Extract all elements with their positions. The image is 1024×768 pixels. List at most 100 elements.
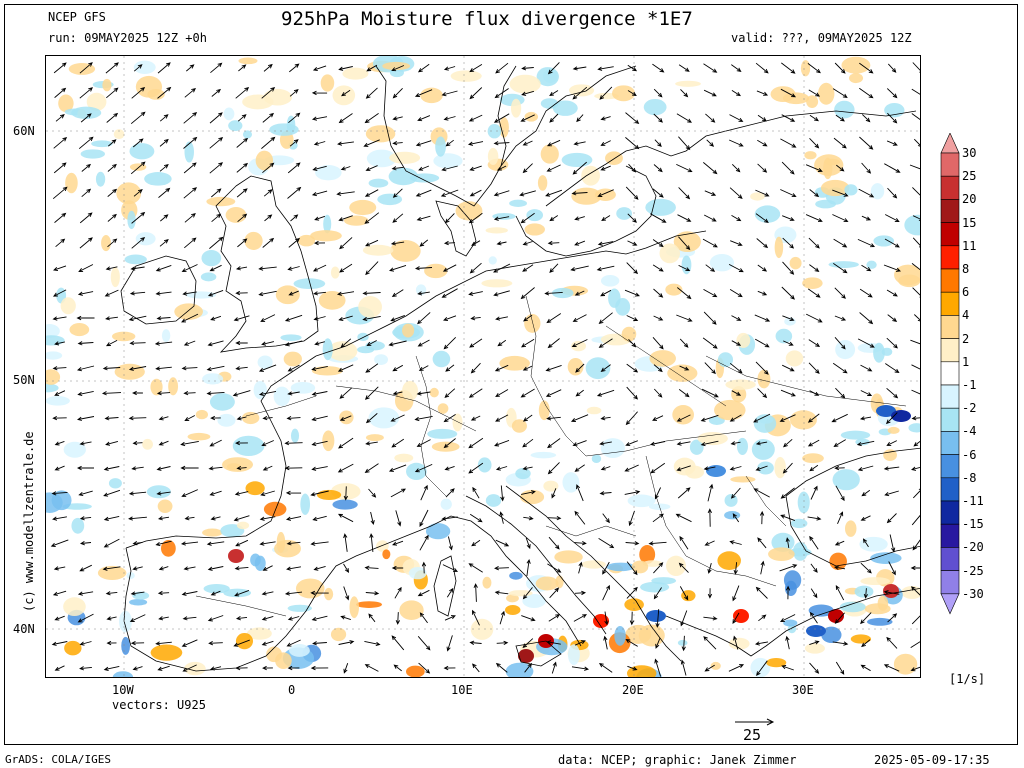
wind-vector — [760, 560, 765, 575]
wind-vector — [207, 289, 224, 297]
field-contour — [867, 617, 893, 626]
wind-vector — [261, 640, 274, 646]
wind-vector — [805, 164, 823, 172]
colorbar-swatch — [940, 500, 960, 525]
field-contour — [477, 457, 492, 473]
wind-vector — [628, 510, 635, 527]
wind-vector — [284, 465, 303, 471]
wind-vector — [158, 416, 169, 421]
wind-vector — [729, 466, 742, 471]
wind-vector — [311, 365, 328, 372]
wind-vector — [860, 515, 871, 521]
wind-vector — [159, 164, 169, 172]
field-contour — [144, 172, 172, 186]
field-contour — [236, 521, 250, 530]
wind-vector — [233, 639, 250, 647]
wind-vector — [106, 640, 117, 646]
wind-vector — [860, 612, 872, 625]
wind-vector — [499, 511, 504, 524]
field-contour — [581, 165, 601, 186]
wind-vector — [54, 212, 67, 223]
wind-vector — [343, 586, 350, 601]
wind-vector — [754, 338, 770, 348]
wind-vector — [286, 541, 301, 546]
wind-vector — [522, 365, 533, 371]
wind-vector — [391, 565, 404, 571]
field-contour — [866, 260, 877, 269]
wind-vector — [496, 640, 509, 645]
field-contour — [377, 193, 403, 206]
wind-vector — [132, 440, 143, 446]
field-contour — [850, 634, 872, 644]
field-contour — [552, 100, 578, 116]
wind-vector — [55, 114, 65, 122]
wind-vector — [575, 389, 584, 397]
wind-vector — [444, 213, 455, 224]
field-contour — [433, 153, 463, 169]
wind-vector — [493, 290, 510, 297]
wind-vector — [599, 441, 612, 446]
wind-vector — [104, 289, 119, 297]
wind-vector — [311, 466, 328, 471]
field-contour — [113, 129, 125, 140]
field-contour — [709, 253, 735, 272]
wind-vector — [730, 441, 741, 446]
field-contour — [870, 552, 902, 564]
wind-vector — [785, 635, 790, 650]
wind-vector — [499, 610, 505, 625]
colorbar-level-label: -8 — [962, 470, 977, 485]
wind-vector — [754, 314, 771, 322]
wind-vector — [625, 541, 640, 546]
wind-vector — [105, 440, 119, 446]
wind-vector — [368, 613, 376, 623]
wind-vector — [395, 612, 400, 625]
wind-vector — [128, 491, 147, 496]
wind-vector — [392, 213, 404, 223]
wind-vector — [912, 237, 920, 248]
wind-vector — [834, 540, 845, 546]
wind-vector — [810, 588, 818, 599]
wind-vector — [494, 590, 509, 595]
wind-vector — [624, 289, 640, 297]
wind-vector — [419, 534, 429, 551]
wind-vector — [128, 416, 147, 421]
field-contour — [509, 199, 527, 208]
wind-vector — [51, 491, 68, 496]
wind-vector — [284, 340, 303, 347]
wind-vector — [338, 437, 354, 449]
field-contour — [300, 493, 311, 515]
wind-vector — [549, 215, 559, 222]
field-contour — [522, 594, 546, 608]
wind-vector — [232, 390, 251, 397]
wind-vector — [77, 390, 94, 397]
field-contour — [681, 590, 696, 602]
wind-vector — [545, 389, 562, 397]
wind-vector — [107, 213, 117, 222]
wind-vector — [207, 340, 224, 347]
wind-vector — [572, 314, 587, 322]
field-contour — [402, 380, 419, 401]
field-contour — [186, 291, 217, 299]
field-contour — [184, 141, 194, 163]
wind-vector — [417, 115, 431, 122]
wind-vector — [469, 513, 483, 523]
wind-vector — [547, 563, 562, 573]
wind-vector — [493, 190, 510, 197]
wind-vector — [287, 391, 300, 396]
field-contour — [289, 643, 310, 657]
plot-frame — [4, 4, 1018, 745]
wind-vector — [883, 264, 901, 272]
wind-vector — [441, 165, 458, 172]
wind-vector — [52, 186, 68, 200]
wind-vector — [780, 487, 795, 499]
wind-vector — [441, 90, 458, 97]
wind-vector — [525, 537, 531, 550]
wind-vector — [652, 337, 664, 350]
field-contour — [631, 560, 649, 574]
field-contour — [318, 291, 346, 310]
wind-vector — [807, 63, 821, 74]
field-contour — [804, 643, 825, 654]
field-contour — [91, 140, 113, 148]
wind-vector — [886, 88, 898, 99]
field-contour — [110, 267, 120, 288]
